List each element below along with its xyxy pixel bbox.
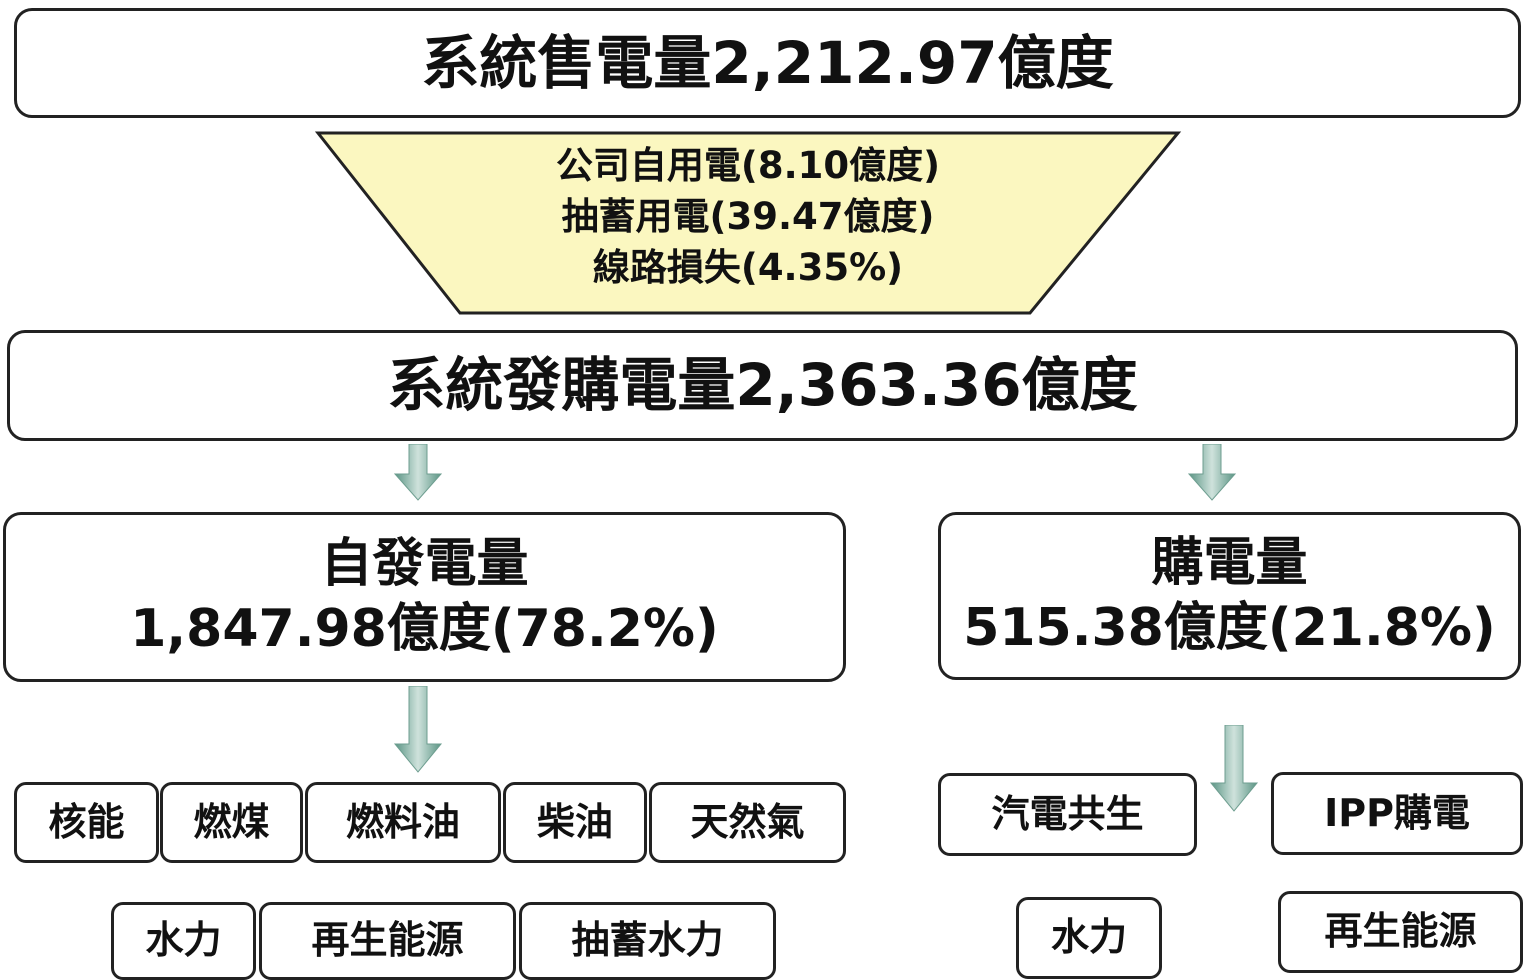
- source-box: 抽蓄水力: [519, 902, 776, 980]
- deduction-line: 抽蓄用電(39.47億度): [561, 195, 935, 238]
- branch-title: 自發電量: [320, 534, 529, 594]
- total-title: 系統發購電量2,363.36億度: [387, 351, 1138, 420]
- source-box: 再生能源: [259, 902, 516, 980]
- deduction-lines: 公司自用電(8.10億度) 抽蓄用電(39.47億度) 線路損失(4.35%): [318, 140, 1178, 293]
- source-box: 再生能源: [1278, 891, 1523, 973]
- branch-value: 1,847.98億度(78.2%): [130, 599, 719, 659]
- branch-value: 515.38億度(21.8%): [963, 598, 1496, 658]
- source-box: 水力: [111, 902, 256, 980]
- sales-title: 系統售電量2,212.97億度: [421, 28, 1114, 97]
- trapezoid: [314, 131, 1182, 315]
- arrow: [393, 444, 443, 501]
- arrow: [1187, 444, 1237, 501]
- arrow: [1209, 725, 1259, 812]
- deduction-line: 線路損失(4.35%): [592, 246, 904, 289]
- deduction-trapezoid: [314, 131, 1182, 315]
- self-generation-box: 自發電量 1,847.98億度(78.2%): [3, 512, 846, 682]
- source-box: 汽電共生: [938, 773, 1197, 856]
- source-box: IPP購電: [1271, 772, 1523, 855]
- sales-box: 系統售電量2,212.97億度: [14, 8, 1521, 118]
- deduction-line: 公司自用電(8.10億度): [555, 144, 941, 187]
- source-box: 燃料油: [305, 782, 501, 863]
- source-box: 天然氣: [649, 782, 846, 863]
- purchase-box: 購電量 515.38億度(21.8%): [938, 512, 1521, 680]
- total-box: 系統發購電量2,363.36億度: [7, 330, 1518, 441]
- branch-title: 購電量: [1151, 533, 1308, 593]
- source-box: 水力: [1016, 897, 1162, 979]
- arrow: [393, 686, 443, 773]
- source-box: 柴油: [503, 782, 647, 863]
- source-box: 核能: [14, 782, 159, 863]
- source-box: 燃煤: [160, 782, 303, 863]
